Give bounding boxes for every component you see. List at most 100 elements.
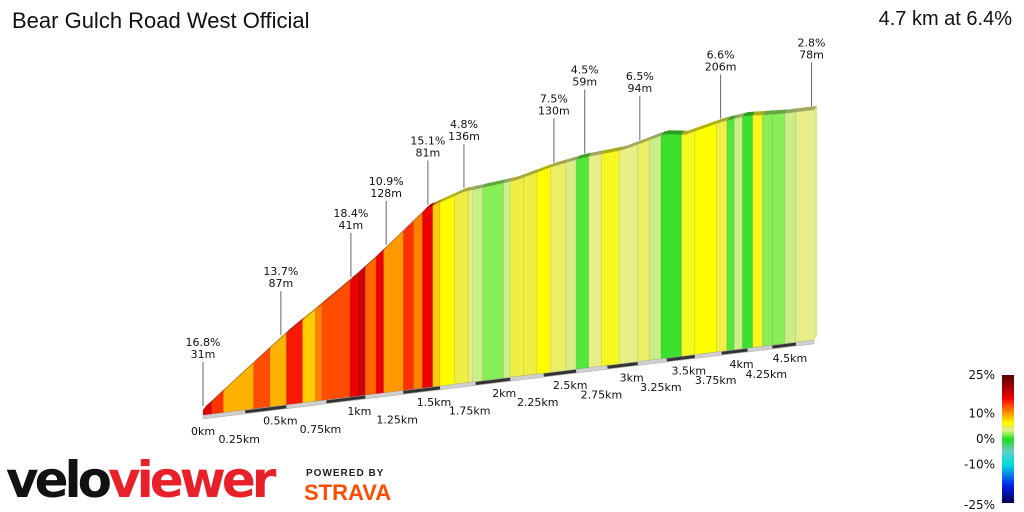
- profile-top-edge: [588, 150, 605, 157]
- logo-velo: velo: [6, 451, 112, 509]
- gradient-segment: [600, 150, 620, 367]
- gradient-segment: [315, 303, 322, 402]
- annotation-grade: 6.6%: [707, 48, 735, 61]
- distance-bar: [772, 342, 797, 349]
- gradient-segment: [482, 182, 504, 381]
- profile-top-edge: [637, 135, 653, 145]
- gradient-segment: [439, 195, 455, 387]
- annotation-grade: 18.4%: [333, 207, 368, 220]
- profile-top-edge: [523, 168, 541, 178]
- annotation-length: 206m: [705, 60, 737, 73]
- x-tick-label: 2.75km: [581, 388, 623, 401]
- profile-top-edge: [286, 316, 306, 334]
- gradient-segment: [637, 139, 650, 362]
- profile-top-edge: [315, 300, 325, 310]
- profile-top-edge: [716, 116, 730, 124]
- x-tick-label: 4km: [730, 358, 754, 371]
- legend-label: 10%: [968, 406, 995, 420]
- gradient-segment: [649, 135, 662, 361]
- profile-top-edge: [550, 158, 569, 168]
- profile-top-edge: [321, 276, 353, 305]
- profile-top-edge: [383, 227, 407, 251]
- gradient-segment: [413, 212, 423, 390]
- gradient-segment: [422, 205, 434, 389]
- x-tick-label: 3.75km: [695, 374, 737, 387]
- x-tick-label: 0km: [191, 425, 215, 438]
- profile-top-edge: [619, 140, 641, 151]
- gradient-segment: [302, 309, 316, 404]
- profile-top-edge: [795, 105, 818, 113]
- gradient-segment: [752, 114, 763, 348]
- x-tick-label: 3km: [620, 372, 644, 385]
- profile-top-edge: [784, 108, 799, 114]
- profile-top-edge: [413, 208, 426, 222]
- x-tick-label: 2.25km: [517, 396, 559, 409]
- gradient-segment: [742, 115, 753, 349]
- profile-top-edge: [482, 179, 507, 188]
- gradient-segment: [536, 166, 551, 375]
- gradient-segment: [253, 347, 271, 410]
- gradient-segment: [762, 113, 773, 347]
- gradient-segment: [681, 130, 696, 357]
- profile-top-edge: [439, 191, 458, 203]
- profile-end-cap: [814, 105, 818, 340]
- profile-top-edge: [565, 155, 580, 163]
- annotation-length: 59m: [572, 76, 597, 89]
- profile-top-edge: [661, 130, 685, 136]
- annotation-length: 87m: [268, 277, 293, 290]
- gradient-segment: [716, 120, 728, 353]
- gradient-segment: [357, 266, 366, 397]
- profile-top-edge: [422, 201, 436, 213]
- annotation-length: 81m: [416, 146, 441, 159]
- profile-top-edge: [510, 173, 527, 182]
- gradient-segment: [575, 156, 590, 370]
- annotation-length: 94m: [627, 82, 652, 95]
- gradient-segment: [472, 187, 483, 383]
- gradient-segment: [549, 162, 567, 373]
- gradient-segment: [509, 176, 525, 378]
- profile-top-edge: [734, 112, 746, 119]
- strava-logo: STRAVA: [304, 480, 392, 505]
- profile-top-edge: [223, 359, 257, 392]
- annotation-length: 41m: [339, 219, 364, 232]
- profile-top-edge: [694, 119, 720, 132]
- x-tick-label: 1.25km: [376, 413, 418, 426]
- annotation-length: 128m: [370, 187, 402, 200]
- profile-top-edge: [681, 127, 698, 135]
- profile-top-edge: [649, 131, 665, 140]
- gradient-segment: [432, 202, 441, 388]
- x-tick-label: 2.5km: [553, 379, 588, 392]
- x-tick-label: 0.25km: [218, 433, 260, 446]
- profile-top-edge: [601, 146, 623, 155]
- gradient-segment: [468, 189, 474, 383]
- profile-top-edge: [270, 329, 290, 349]
- annotation-grade: 4.5%: [571, 64, 599, 77]
- gradient-segment: [694, 123, 717, 355]
- x-tick-label: 4.25km: [746, 368, 788, 381]
- distance-bar: [721, 348, 748, 355]
- annotation-grade: 2.8%: [798, 36, 826, 49]
- distance-bar: [326, 395, 366, 404]
- gradient-segment: [503, 181, 511, 379]
- profile-top-edge: [752, 110, 766, 116]
- legend-colorbar: [1002, 375, 1014, 503]
- legend-label: -10%: [964, 458, 995, 472]
- gradient-segment: [211, 390, 224, 415]
- logo-viewer: viewer: [108, 451, 276, 509]
- gradient-segment: [660, 133, 682, 360]
- segment-summary: 4.7 km at 6.4%: [878, 8, 1012, 30]
- x-tick-label: 3.25km: [640, 381, 682, 394]
- profile-top-edge: [576, 152, 592, 160]
- profile-top-edge: [762, 110, 776, 115]
- profile-top-edge: [742, 111, 756, 117]
- distance-bar: [666, 355, 695, 362]
- profile-top-edge: [403, 217, 417, 232]
- gradient-segment: [733, 116, 743, 350]
- profile-top-edge: [537, 163, 554, 173]
- annotation-grade: 15.1%: [410, 134, 445, 147]
- gradient-segment: [523, 171, 538, 376]
- profile-top-edge: [349, 270, 361, 281]
- gradient-segment: [795, 109, 815, 343]
- gradient-segment: [726, 118, 735, 351]
